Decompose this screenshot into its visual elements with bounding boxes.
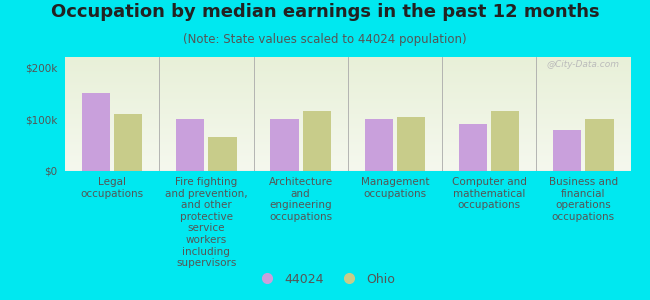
Text: Architecture
and
engineering
occupations: Architecture and engineering occupations — [268, 177, 333, 222]
Bar — [459, 124, 488, 171]
Text: Management
occupations: Management occupations — [361, 177, 429, 199]
Text: Legal
occupations: Legal occupations — [81, 177, 144, 199]
Bar — [302, 111, 331, 171]
Bar — [176, 119, 205, 171]
Text: @City-Data.com: @City-Data.com — [546, 60, 619, 69]
Bar — [396, 117, 425, 171]
Bar — [491, 111, 519, 171]
Text: (Note: State values scaled to 44024 population): (Note: State values scaled to 44024 popu… — [183, 33, 467, 46]
Bar — [553, 130, 582, 171]
Bar — [365, 119, 393, 171]
Bar — [270, 119, 299, 171]
Bar — [82, 93, 111, 171]
Bar — [585, 119, 614, 171]
Text: Computer and
mathematical
occupations: Computer and mathematical occupations — [452, 177, 526, 210]
Text: Fire fighting
and prevention,
and other
protective
service
workers
including
sup: Fire fighting and prevention, and other … — [165, 177, 248, 268]
Text: Business and
financial
operations
occupations: Business and financial operations occupa… — [549, 177, 618, 222]
Legend: 44024, Ohio: 44024, Ohio — [250, 268, 400, 291]
Bar — [114, 114, 142, 171]
Text: Occupation by median earnings in the past 12 months: Occupation by median earnings in the pas… — [51, 3, 599, 21]
Bar — [208, 137, 237, 171]
